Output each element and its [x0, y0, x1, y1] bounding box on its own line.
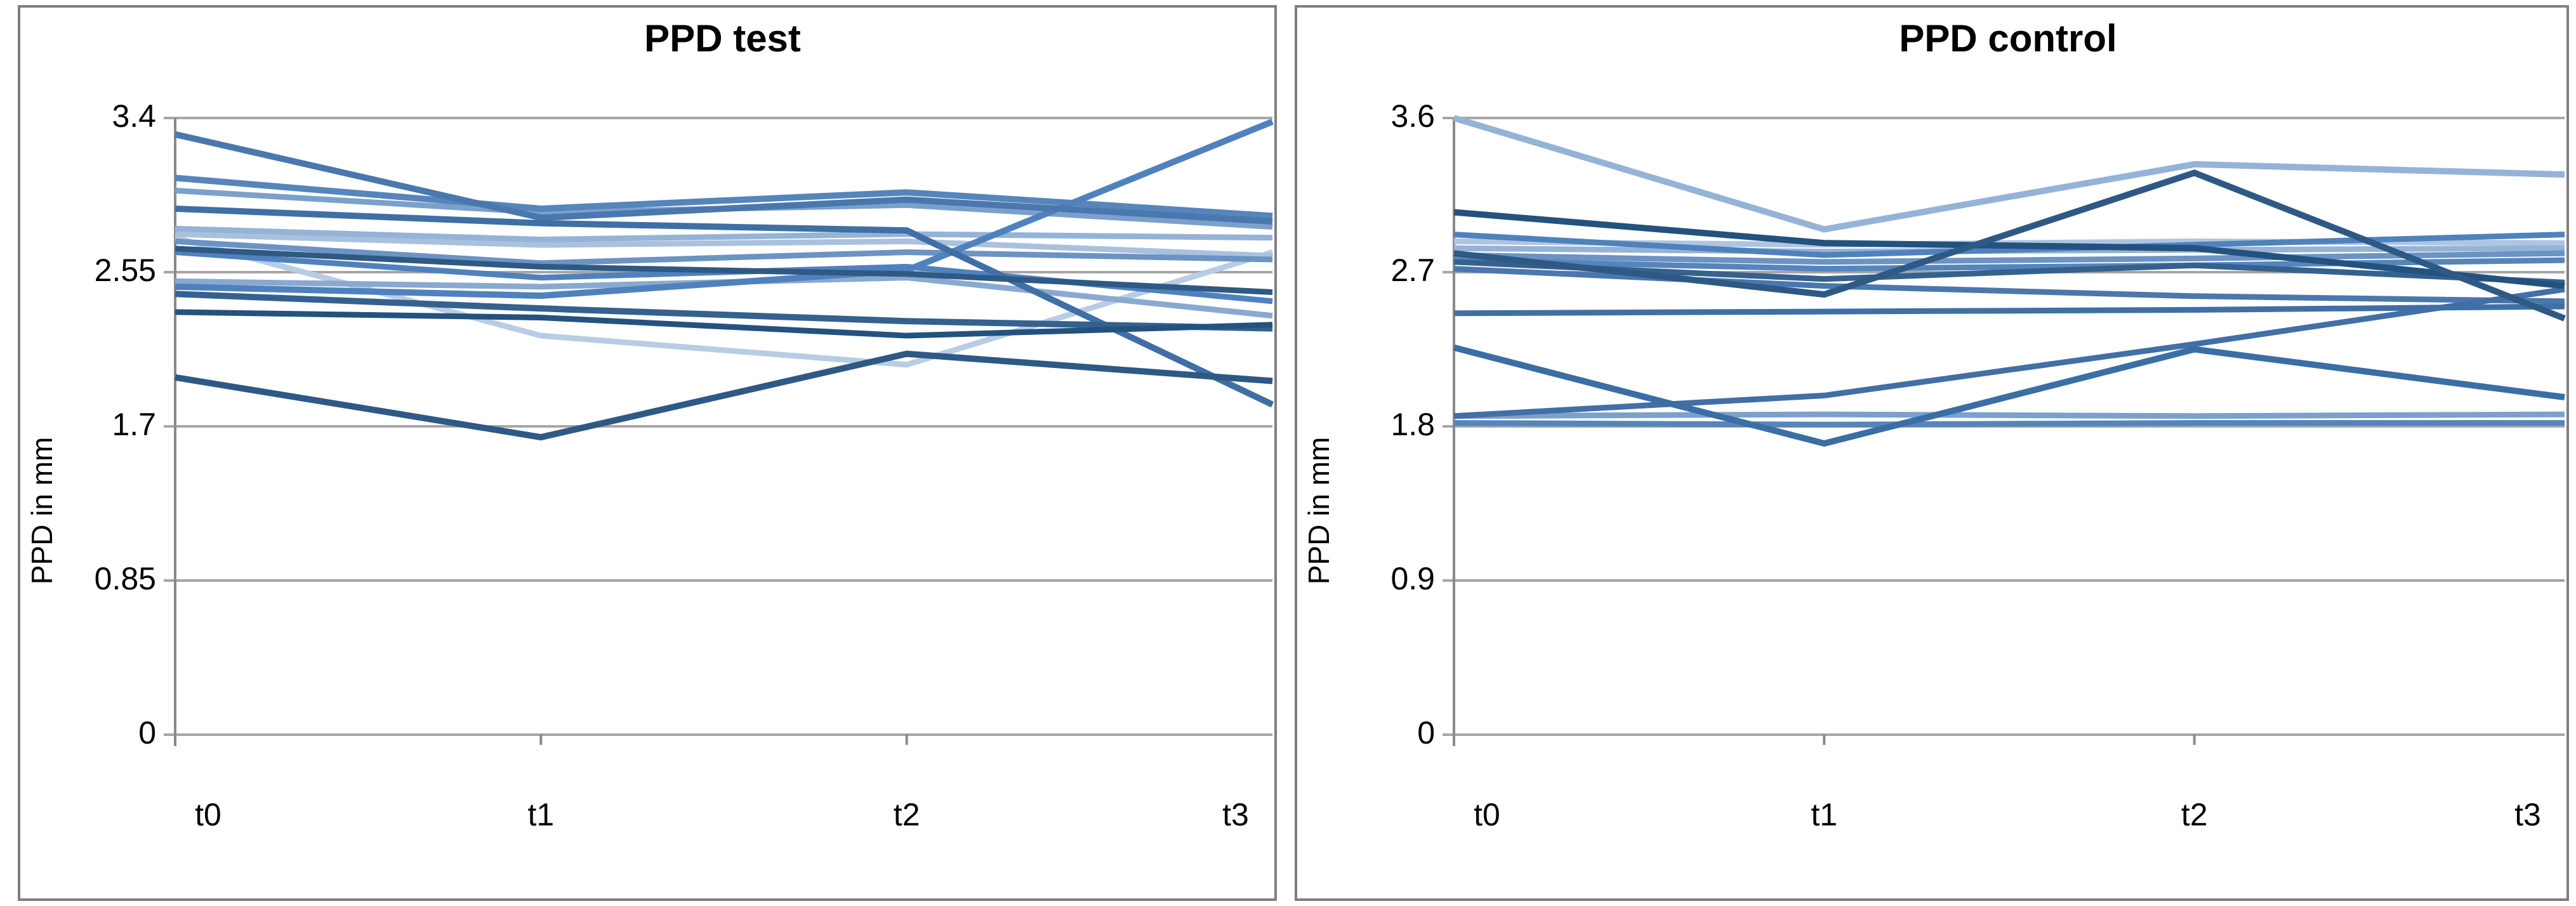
series-line-test-line-9 [175, 119, 1274, 299]
series-line-test-line-6 [175, 238, 1273, 266]
y-tick-label: 0 [138, 715, 156, 751]
series-line-control-line-5 [1453, 250, 2565, 265]
series-line-test-line-7 [175, 174, 1273, 220]
y-axis-title: PPD in mm [25, 437, 58, 585]
series-line-control-line-8 [1453, 232, 2565, 258]
series-line-test-line-2 [175, 231, 1273, 259]
x-tick-label: t2 [893, 797, 920, 832]
series-line-test-line-10 [174, 131, 1273, 225]
series-line-control-line-4 [1453, 411, 2565, 419]
series-line-control-line-6 [1453, 257, 2565, 272]
series-line-control-line-7 [1453, 420, 2565, 428]
x-tick-label: t3 [1222, 797, 1249, 832]
y-tick-label: 2.7 [1390, 253, 1435, 288]
x-tick-label: t3 [2514, 797, 2541, 832]
x-tick-label: t0 [1474, 797, 1500, 832]
plot-area [164, 117, 1274, 746]
series-line-control-line-12 [1453, 303, 2565, 317]
y-tick-label: 3.4 [112, 98, 156, 134]
y-tick-label: 0.9 [1390, 561, 1435, 596]
y-tick-label: 1.8 [1390, 407, 1435, 442]
series-line-test-line-11 [175, 205, 1274, 408]
series-line-control-line-10 [1453, 286, 2565, 419]
y-axis-title: PPD in mm [1302, 437, 1335, 585]
x-tick-label: t1 [1811, 797, 1838, 832]
series-line-control-line-11 [1453, 344, 2565, 447]
chart-title: PPD control [1899, 17, 2117, 60]
y-tick-label: 0.85 [94, 561, 156, 596]
series-line-test-line-12 [175, 291, 1273, 332]
series-line-test-line-15 [175, 350, 1273, 441]
y-tick-label: 1.7 [112, 407, 156, 442]
series-line-control-line-15 [1453, 169, 2566, 322]
y-tick-label: 3.6 [1390, 98, 1435, 134]
y-tick-label: 0 [1417, 715, 1435, 751]
series-line-control-line-9 [1453, 266, 2565, 305]
series-line-control-line-14 [1453, 209, 2565, 289]
chart-panel-ppd-control: PPD control PPD in mm 0 0.9 1.8 2.7 3.6 t0 t1 t… [1295, 5, 2569, 901]
series-line-test-line-14 [175, 309, 1273, 339]
plot-area [1443, 115, 2566, 746]
chart-title: PPD test [644, 17, 801, 60]
series-line-test-line-3 [175, 225, 1273, 243]
x-tick-label: t0 [195, 797, 221, 832]
y-tick-label: 2.55 [94, 253, 156, 288]
series-line-test-line-13 [175, 246, 1273, 295]
x-tick-label: t2 [2181, 797, 2208, 832]
series-line-control-line-13 [1453, 259, 2565, 286]
x-tick-label: t1 [527, 797, 555, 832]
chart-panel-ppd-test: PPD test PPD in mm 0 0.85 1.7 2.55 3.4 t0 t1 t2… [18, 5, 1277, 901]
series-line-control-line-2 [1453, 115, 2565, 233]
